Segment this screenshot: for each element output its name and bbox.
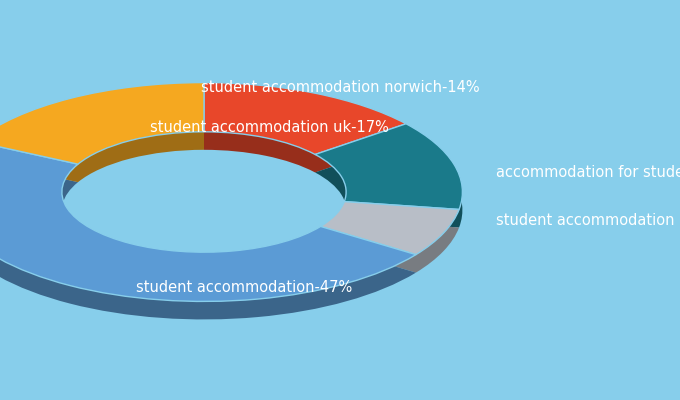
Text: student accommodation uk-17%: student accommodation uk-17% xyxy=(150,120,388,136)
Wedge shape xyxy=(204,82,406,154)
Text: student accommodation norwich-14%: student accommodation norwich-14% xyxy=(201,80,479,96)
Wedge shape xyxy=(204,100,406,172)
Text: student accommodation-47%: student accommodation-47% xyxy=(136,280,352,296)
Wedge shape xyxy=(0,159,416,320)
Wedge shape xyxy=(0,141,416,302)
Wedge shape xyxy=(315,142,462,228)
Wedge shape xyxy=(0,82,204,164)
Wedge shape xyxy=(320,220,459,273)
Wedge shape xyxy=(320,202,459,255)
Wedge shape xyxy=(0,100,204,182)
Wedge shape xyxy=(315,124,462,210)
Text: accommodation for students-13%: accommodation for students-13% xyxy=(496,164,680,180)
Text: student accommodation reading-7%: student accommodation reading-7% xyxy=(496,212,680,228)
